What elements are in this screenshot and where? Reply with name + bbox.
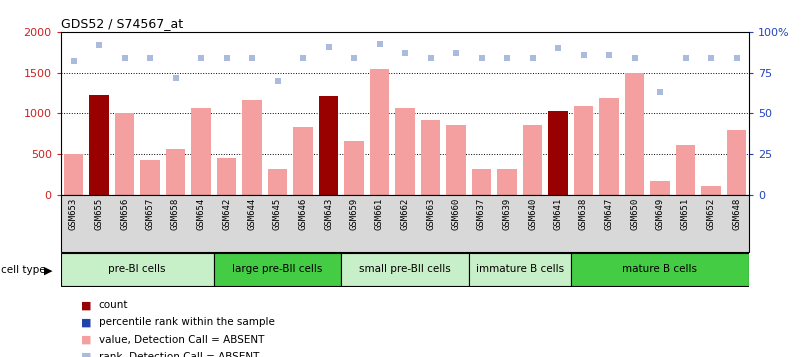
Bar — [676, 145, 695, 195]
Text: value, Detection Call = ABSENT: value, Detection Call = ABSENT — [99, 335, 264, 345]
Bar — [140, 160, 160, 195]
Bar — [319, 96, 338, 195]
Bar — [650, 181, 670, 195]
Text: ■: ■ — [81, 352, 92, 357]
Text: GSM648: GSM648 — [732, 197, 741, 230]
Text: cell type: cell type — [1, 265, 45, 275]
Text: large pre-BII cells: large pre-BII cells — [232, 264, 322, 274]
Text: GSM650: GSM650 — [630, 197, 639, 230]
Bar — [523, 125, 542, 195]
Bar — [701, 186, 721, 195]
Text: GSM656: GSM656 — [120, 197, 129, 230]
Bar — [61, 253, 214, 286]
Text: GSM646: GSM646 — [299, 197, 308, 230]
Text: GSM641: GSM641 — [553, 197, 562, 230]
Bar — [344, 141, 364, 195]
Text: GSM651: GSM651 — [681, 197, 690, 230]
Bar — [548, 111, 568, 195]
Text: GSM644: GSM644 — [248, 197, 257, 230]
Text: GSM640: GSM640 — [528, 197, 537, 230]
Text: GSM658: GSM658 — [171, 197, 180, 230]
Text: rank, Detection Call = ABSENT: rank, Detection Call = ABSENT — [99, 352, 259, 357]
Text: GSM662: GSM662 — [400, 197, 410, 230]
Text: GSM661: GSM661 — [375, 197, 384, 230]
Bar — [166, 149, 185, 195]
Text: GSM657: GSM657 — [146, 197, 155, 230]
Bar — [625, 73, 644, 195]
Text: GSM659: GSM659 — [349, 197, 359, 230]
Text: GSM645: GSM645 — [273, 197, 282, 230]
Text: GSM649: GSM649 — [655, 197, 664, 230]
Text: small pre-BII cells: small pre-BII cells — [359, 264, 451, 274]
Bar — [599, 97, 619, 195]
Bar — [214, 253, 341, 286]
Text: GDS52 / S74567_at: GDS52 / S74567_at — [61, 16, 183, 30]
Bar — [191, 108, 211, 195]
Bar — [370, 70, 389, 195]
Text: GSM642: GSM642 — [222, 197, 231, 230]
Text: GSM639: GSM639 — [502, 197, 511, 230]
Text: GSM637: GSM637 — [477, 197, 486, 230]
Text: ■: ■ — [81, 335, 92, 345]
Text: GSM643: GSM643 — [324, 197, 333, 230]
Bar — [268, 169, 287, 195]
Text: ■: ■ — [81, 317, 92, 327]
Text: GSM652: GSM652 — [706, 197, 715, 230]
Bar — [727, 130, 746, 195]
Bar — [497, 169, 517, 195]
Text: GSM660: GSM660 — [451, 197, 461, 230]
Bar — [469, 253, 571, 286]
Bar — [64, 154, 83, 195]
Text: pre-BI cells: pre-BI cells — [109, 264, 166, 274]
Bar — [242, 100, 262, 195]
Bar — [115, 112, 134, 195]
Text: GSM653: GSM653 — [69, 197, 78, 230]
Text: GSM638: GSM638 — [579, 197, 588, 230]
Text: GSM647: GSM647 — [604, 197, 613, 230]
Text: immature B cells: immature B cells — [475, 264, 564, 274]
Text: count: count — [99, 300, 128, 310]
Bar — [89, 95, 109, 195]
Text: ■: ■ — [81, 300, 92, 310]
Bar — [341, 253, 469, 286]
Text: GSM655: GSM655 — [95, 197, 104, 230]
Bar — [571, 253, 749, 286]
Text: GSM663: GSM663 — [426, 197, 435, 230]
Bar — [293, 127, 313, 195]
Text: GSM654: GSM654 — [197, 197, 206, 230]
Bar — [395, 109, 415, 195]
Bar — [446, 125, 466, 195]
Bar — [574, 106, 593, 195]
Bar — [217, 158, 236, 195]
Bar — [472, 169, 491, 195]
Text: mature B cells: mature B cells — [623, 264, 697, 274]
Text: percentile rank within the sample: percentile rank within the sample — [99, 317, 275, 327]
Text: ▶: ▶ — [44, 265, 52, 275]
Bar — [421, 120, 440, 195]
